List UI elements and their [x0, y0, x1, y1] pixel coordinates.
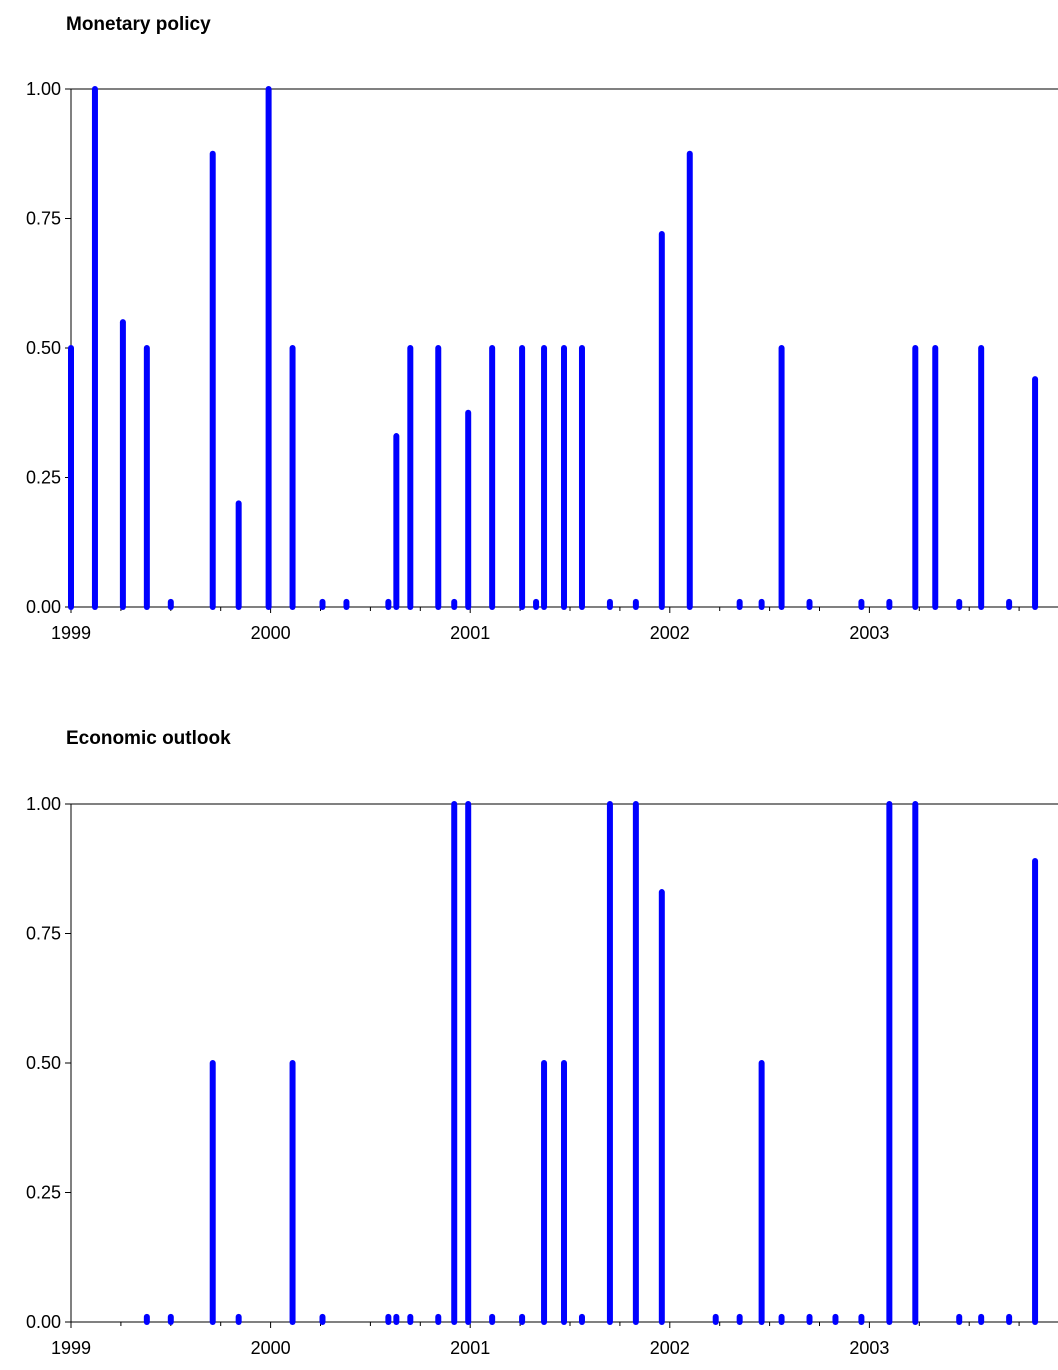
- chart-title: Economic outlook: [66, 728, 231, 749]
- y-tick-label: 0.25: [26, 1183, 61, 1203]
- y-tick-label: 1.00: [26, 79, 61, 99]
- economic-outlook-chart: 0.00 0.25 0.50 0.75 1.00 1999 2000 2001 2002 2003: [26, 794, 1058, 1358]
- y-tick-label: 0.50: [26, 338, 61, 358]
- y-tick-label: 0.75: [26, 924, 61, 944]
- y-tick-label: 0.00: [26, 1312, 61, 1332]
- x-tick-label: 2001: [450, 1338, 490, 1358]
- x-tick-label: 2000: [251, 623, 291, 643]
- x-tick-label: 1999: [51, 1338, 91, 1358]
- y-tick-label: 0.50: [26, 1053, 61, 1073]
- x-tick-label: 2002: [650, 1338, 690, 1358]
- y-tick-label: 0.75: [26, 209, 61, 229]
- x-tick-label: 2001: [450, 623, 490, 643]
- x-tick-label: 2000: [251, 1338, 291, 1358]
- y-tick-label: 1.00: [26, 794, 61, 814]
- x-tick-label: 2003: [849, 623, 889, 643]
- monetary-policy-chart: 0.00 0.25 0.50 0.75 1.00 1999 2000 2001 2002 2003: [26, 79, 1058, 643]
- chart-title: Monetary policy: [66, 14, 211, 35]
- x-tick-label: 2003: [849, 1338, 889, 1358]
- y-tick-label: 0.00: [26, 597, 61, 617]
- x-tick-label: 1999: [51, 623, 91, 643]
- y-tick-label: 0.25: [26, 468, 61, 488]
- chart-panel-economic-outlook: Economic outlook 0.00 0.25 0.50 0.75 1.00 199…: [0, 714, 1058, 1370]
- chart-panel-monetary-policy: Monetary policy 0.00 0.25 0.50 0.75 1.00 1999…: [26, 14, 1058, 643]
- x-tick-label: 2002: [650, 623, 690, 643]
